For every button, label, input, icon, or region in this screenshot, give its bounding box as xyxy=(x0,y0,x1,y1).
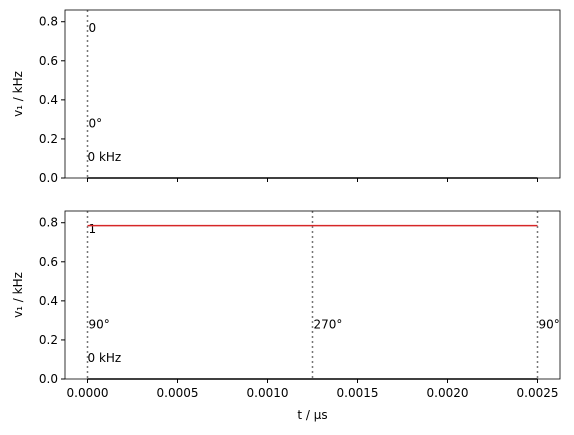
y-tick-label: 0.6 xyxy=(39,54,58,68)
segment-label: 0 xyxy=(89,21,97,35)
phase-label: 270° xyxy=(314,318,343,332)
x-tick-label: 0.0000 xyxy=(67,386,109,400)
y-tick-label: 0.4 xyxy=(39,294,58,308)
axes-frame xyxy=(64,210,561,380)
y-tick-label: 0.0 xyxy=(39,372,58,386)
y-tick-label: 0.8 xyxy=(39,15,58,29)
y-tick-label: 0.0 xyxy=(39,171,58,185)
amplitude-label: 0 kHz xyxy=(88,351,122,365)
x-tick-label: 0.0025 xyxy=(517,386,559,400)
x-tick-label: 0.0015 xyxy=(337,386,379,400)
amplitude-label: 0 kHz xyxy=(88,150,122,164)
y-tick-label: 0.2 xyxy=(39,132,58,146)
y-tick-label: 0.6 xyxy=(39,255,58,269)
y-axis-label: v₁ / kHz xyxy=(11,71,25,117)
x-tick-label: 0.0005 xyxy=(157,386,199,400)
y-tick-label: 0.2 xyxy=(39,333,58,347)
phase-label: 90° xyxy=(539,318,560,332)
y-tick-label: 0.8 xyxy=(39,216,58,230)
x-axis-label: t / μs xyxy=(297,408,327,422)
segment-label: 1 xyxy=(89,222,97,236)
phase-label: 90° xyxy=(89,318,110,332)
x-tick-label: 0.0010 xyxy=(247,386,289,400)
x-tick-label: 0.0020 xyxy=(427,386,469,400)
phase-label: 0° xyxy=(89,117,103,131)
y-tick-label: 0.4 xyxy=(39,93,58,107)
axes-frame xyxy=(64,9,561,179)
y-axis-label: v₁ / kHz xyxy=(11,272,25,318)
